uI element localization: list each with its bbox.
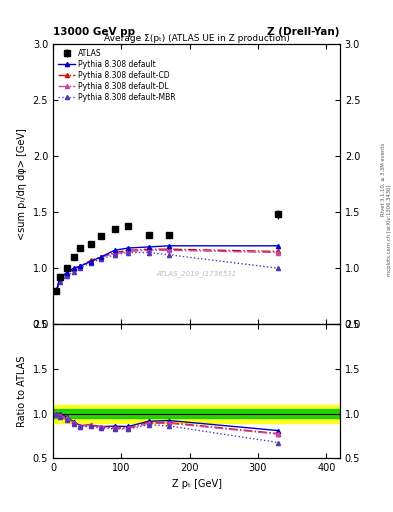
Bar [53, 404, 340, 422]
X-axis label: Z pₜ [GeV]: Z pₜ [GeV] [171, 479, 222, 488]
Legend: ATLAS, Pythia 8.308 default, Pythia 8.308 default-CD, Pythia 8.308 default-DL, P: ATLAS, Pythia 8.308 default, Pythia 8.30… [56, 47, 178, 104]
Y-axis label: Ratio to ATLAS: Ratio to ATLAS [17, 356, 27, 427]
Text: Z (Drell-Yan): Z (Drell-Yan) [268, 27, 340, 37]
Y-axis label: <sum pₜ/dη dφ> [GeV]: <sum pₜ/dη dφ> [GeV] [17, 128, 27, 240]
Text: mcplots.cern.ch [arXiv:1306.3436]: mcplots.cern.ch [arXiv:1306.3436] [387, 185, 391, 276]
Text: 13000 GeV pp: 13000 GeV pp [53, 27, 135, 37]
Text: Rivet 3.1.10, ≥ 3.3M events: Rivet 3.1.10, ≥ 3.3M events [381, 142, 386, 216]
Bar [53, 409, 340, 418]
Title: Average Σ(pₜ) (ATLAS UE in Z production): Average Σ(pₜ) (ATLAS UE in Z production) [104, 34, 289, 42]
Text: ATLAS_2019_I1736531: ATLAS_2019_I1736531 [156, 270, 237, 278]
